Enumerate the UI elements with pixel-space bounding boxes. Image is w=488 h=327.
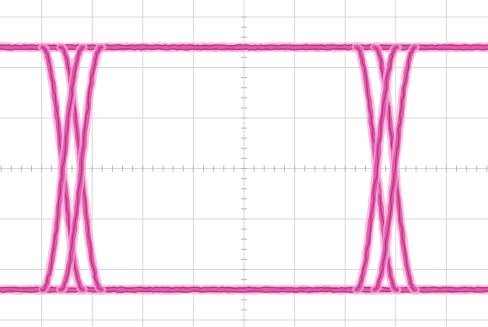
eye-traces	[0, 42, 488, 295]
transition-trace-band	[355, 46, 416, 291]
transition-trace-band	[41, 46, 103, 291]
transition-trace	[38, 42, 107, 295]
transition-trace	[352, 42, 420, 295]
